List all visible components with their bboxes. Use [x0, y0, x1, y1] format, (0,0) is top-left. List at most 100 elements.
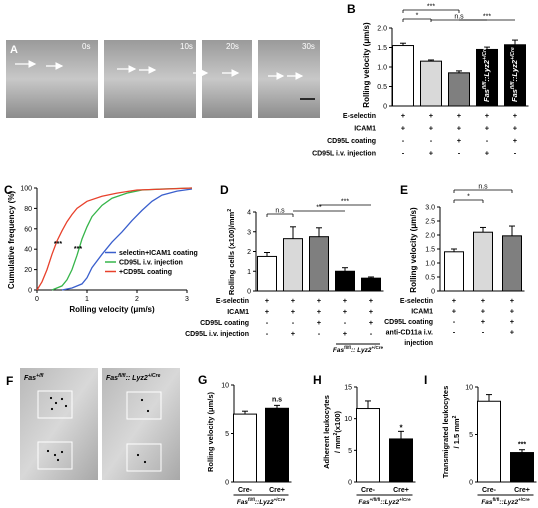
h-y-tick-label: 5 — [348, 448, 352, 455]
e-row-sign: + — [510, 328, 515, 337]
c-y-tick-label: 80 — [24, 206, 32, 213]
b-sig-label: n.s — [454, 14, 464, 21]
b-row-sign: - — [402, 136, 405, 145]
d-y-tick-label: 0 — [247, 289, 251, 296]
i-y-label-2: / 1.5 mm2 — [452, 415, 461, 448]
d-group-label: Fasfl/fl:: Lyz2+/Cre — [333, 345, 384, 354]
b-row-sign: - — [514, 149, 517, 158]
d-sig-label: *** — [341, 199, 349, 206]
i-y-tick-label: 5 — [469, 432, 473, 439]
c-x-tick-label: 0 — [35, 296, 39, 303]
d-y-tick-label: 2 — [247, 249, 251, 256]
panel-f: F Fas+/fl Fasfl/fl:: Lyz2+/Cre — [6, 368, 180, 480]
h-x-tick-label: Cre- — [361, 487, 376, 494]
e-row-label: ICAM1 — [411, 309, 433, 316]
d-row-sign: - — [344, 318, 347, 327]
d-row-sign: - — [370, 329, 373, 338]
d-row-sign: + — [369, 307, 374, 316]
e-row-sign: + — [510, 317, 515, 326]
b-sig-label: *** — [427, 4, 435, 11]
c-y-tick-label: 40 — [24, 247, 32, 254]
h-y-label-2: / mm2(x100) — [333, 410, 342, 453]
frame-time: 10s — [180, 42, 193, 51]
d-sig-label: n.s — [275, 208, 285, 215]
e-y-tick-label: 1.5 — [425, 247, 435, 254]
e-sig-label: n.s — [478, 184, 488, 191]
panel-letter-h: H — [313, 373, 322, 387]
c-legend-label: selectin+ICAM1 coating — [119, 250, 198, 257]
i-bar — [510, 452, 534, 483]
image-label-left: Fas+/fl — [24, 373, 44, 382]
panel-letter-c: C — [4, 183, 13, 197]
frame-0: A 0s — [6, 40, 98, 118]
b-row-sign: + — [401, 124, 406, 133]
e-row-sign: - — [453, 328, 456, 337]
d-row-label: CD95L i.v. injection — [185, 331, 249, 338]
c-sig-label: *** — [74, 246, 82, 253]
i-x-tick-label: Cre- — [482, 487, 497, 494]
c-series-line — [36, 187, 193, 291]
b-bar — [420, 60, 442, 107]
h-y-label: Adherent leukocytes — [322, 395, 331, 469]
c-x-tick-label: 1 — [85, 296, 89, 303]
i-x-tick-label: Cre+ — [514, 487, 530, 494]
g-x-tick-label: Cre- — [238, 487, 253, 494]
c-y-tick-label: 60 — [24, 226, 32, 233]
h-bar — [389, 438, 413, 483]
e-bar — [502, 235, 522, 292]
d-row-sign: - — [292, 318, 295, 327]
b-row-sign: + — [513, 111, 518, 120]
i-sig-label: *** — [518, 442, 526, 449]
e-y-tick-label: 0 — [431, 289, 435, 296]
e-y-tick-label: 1.0 — [425, 261, 435, 268]
c-x-label: Rolling velocity (μm/s) — [69, 305, 155, 314]
b-row-label: CD95L i.v. injection — [312, 151, 376, 158]
c-y-label: Cumulative frequency (%) — [7, 191, 16, 290]
frame-2: 20s — [193, 40, 252, 118]
e-bar — [473, 231, 493, 292]
e-row-label: CD95L coating — [384, 319, 433, 326]
b-row-sign: + — [457, 136, 462, 145]
frame-time: 0s — [82, 42, 90, 51]
i-y-tick-label: 10 — [465, 385, 473, 392]
h-y-tick-label: 15 — [344, 385, 352, 392]
panel-letter-d: D — [220, 183, 229, 197]
e-row-sign: + — [452, 307, 457, 316]
d-y-tick-label: 4 — [247, 210, 251, 217]
e-sig-label: * — [467, 194, 470, 201]
b-row-sign: + — [485, 149, 490, 158]
b-row-sign: + — [429, 111, 434, 120]
b-y-tick-label: 0.5 — [377, 84, 387, 91]
d-row-sign: + — [265, 296, 270, 305]
b-y-tick-label: 1.5 — [377, 45, 387, 52]
e-bar — [444, 251, 464, 292]
d-row-sign: + — [265, 307, 270, 316]
b-y-tick-label: 1.0 — [377, 65, 387, 72]
g-x-tick-label: Cre+ — [269, 487, 285, 494]
e-row-label: E-selectin — [400, 298, 433, 305]
e-row-sign: + — [481, 307, 486, 316]
b-bar-inner-label: Fasfl/fl::Lyz2+/Cre — [482, 47, 491, 102]
d-bar — [309, 236, 329, 292]
panel-letter-g: G — [198, 373, 207, 387]
c-legend-label: CD95L i.v. injection — [119, 260, 183, 267]
b-sig-label: *** — [483, 14, 491, 21]
c-x-tick-label: 3 — [185, 296, 189, 303]
e-row-sign: + — [481, 317, 486, 326]
d-row-sign: + — [343, 307, 348, 316]
d-y-label: Rolling cells (x100)/mm2 — [227, 209, 236, 295]
e-y-tick-label: 3.0 — [425, 205, 435, 212]
d-y-tick-label: 1 — [247, 269, 251, 276]
e-y-label: Rolling velocity (μm/s) — [409, 207, 418, 293]
e-row-label: anti-CD11a i.v. — [386, 330, 433, 337]
d-row-sign: + — [317, 318, 322, 327]
b-row-sign: + — [513, 124, 518, 133]
d-row-sign: + — [343, 329, 348, 338]
d-row-sign: - — [266, 329, 269, 338]
d-row-label: ICAM1 — [227, 309, 249, 316]
h-y-tick-label: 10 — [344, 416, 352, 423]
h-sig-label: * — [399, 423, 403, 432]
d-row-sign: + — [291, 307, 296, 316]
frame-1: 10s — [104, 40, 196, 118]
